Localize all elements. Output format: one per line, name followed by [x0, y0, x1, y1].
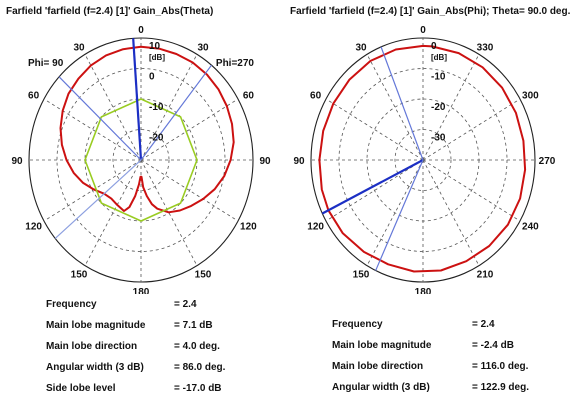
left-info-label: Side lobe level	[46, 383, 116, 394]
left-grid-spoke	[84, 159, 142, 266]
right-grid-spoke	[422, 54, 480, 161]
left-radial-tick: 0	[149, 72, 155, 83]
right-info-value: = 116.0 deg.	[472, 361, 529, 372]
left-info-label: Angular width (3 dB)	[46, 362, 144, 373]
phi-polar-plot: 0 30 60 90 120 150 180 210 240 270 300 330 0 -10 -20 -3…	[293, 25, 556, 294]
right-grid-spoke	[366, 159, 424, 266]
right-info-label: Main lobe direction	[332, 361, 424, 372]
right-marker-beamwidth	[375, 159, 424, 271]
right-grid-spoke	[422, 159, 521, 222]
right-angle-tick: 300	[522, 91, 539, 102]
right-grid-spoke	[366, 54, 424, 161]
right-info-value: = 122.9 deg.	[472, 382, 529, 393]
left-angle-tick: 0	[138, 25, 144, 36]
right-radial-tick: -20	[431, 102, 446, 113]
left-angle-tick: 60	[28, 91, 40, 102]
left-results-panel: Frequency = 2.4 Main lobe magnitude = 7.1 d…	[46, 299, 225, 404]
left-angle-tick: 30	[197, 43, 209, 54]
right-radial-tick: -30	[431, 133, 446, 144]
right-radial-tick: -10	[431, 72, 446, 83]
right-info-row: Main lobe direction = 116.0 deg.	[332, 361, 529, 382]
left-info-row: Side lobe level = -17.0 dB	[46, 383, 225, 404]
left-radial-tick: -10	[149, 102, 164, 113]
left-info-value: = 7.1 dB	[174, 320, 213, 331]
left-series-0-line	[59, 45, 235, 214]
left-marker-beamwidth	[58, 76, 142, 161]
right-grid-spoke	[325, 159, 424, 222]
left-series-1-line	[84, 98, 198, 222]
left-angle-tick: 120	[25, 222, 42, 233]
right-marker-main-lobe	[321, 159, 424, 215]
left-angle-tick: 150	[195, 269, 212, 280]
left-grid-spoke	[43, 98, 142, 161]
right-grid-ring	[394, 129, 452, 191]
right-angle-tick: 240	[522, 222, 539, 233]
right-chart-title: Farfield 'farfield (f=2.4) [1]' Gain_Abs…	[290, 6, 571, 17]
left-info-row: Angular width (3 dB) = 86.0 deg.	[46, 362, 225, 383]
right-angle-tick: 0	[420, 25, 426, 36]
right-angle-tick: 90	[293, 156, 305, 167]
left-info-value: = 86.0 deg.	[174, 362, 226, 373]
right-grid-spoke	[422, 98, 521, 161]
right-info-label: Angular width (3 dB)	[332, 382, 430, 393]
right-angle-tick: 30	[355, 43, 367, 54]
right-angle-tick: 270	[539, 156, 556, 167]
left-angle-tick: 90	[259, 156, 271, 167]
right-info-row: Main lobe magnitude = -2.4 dB	[332, 340, 529, 361]
left-info-row: Main lobe direction = 4.0 deg.	[46, 341, 225, 362]
left-grid-spoke	[140, 159, 239, 222]
right-angle-tick: 180	[415, 287, 432, 294]
right-info-label: Frequency	[332, 319, 383, 330]
left-info-label: Frequency	[46, 299, 97, 310]
left-info-row: Main lobe magnitude = 7.1 dB	[46, 320, 225, 341]
right-angle-tick: 210	[477, 269, 494, 280]
left-info-value: = -17.0 dB	[174, 383, 222, 394]
left-chart-title: Farfield 'farfield (f=2.4) [1]' Gain_Abs…	[6, 6, 214, 17]
left-radial-tick: 10	[149, 41, 161, 52]
right-info-row: Frequency = 2.4	[332, 319, 529, 340]
left-info-value: = 2.4	[174, 299, 197, 310]
right-radial-unit: [dB]	[431, 53, 447, 62]
left-radial-tick: -20	[149, 133, 164, 144]
right-marker-beamwidth	[380, 46, 424, 161]
left-side-label-right: Phi=270	[216, 58, 255, 69]
right-results-panel: Frequency = 2.4 Main lobe magnitude = -2.4 …	[332, 319, 529, 403]
left-grid-ring	[112, 129, 170, 191]
left-angle-tick: 30	[73, 43, 85, 54]
right-radial-tick: 0	[431, 41, 437, 52]
right-info-row: Angular width (3 dB) = 122.9 deg.	[332, 382, 529, 403]
left-angle-tick: 120	[240, 222, 257, 233]
left-marker-sidelobe	[54, 159, 142, 239]
left-angle-tick: 60	[243, 91, 255, 102]
theta-polar-plot: 0 30 60 90 120 150 180 150 120 90 60 30 10 0 -10 -20 [dB…	[11, 25, 271, 294]
left-grid-spoke	[140, 98, 239, 161]
left-grid-spoke	[43, 159, 142, 222]
left-angle-tick: 180	[133, 287, 150, 294]
right-info-value: = 2.4	[472, 319, 495, 330]
left-grid-spoke	[140, 159, 198, 266]
right-angle-tick: 330	[477, 43, 494, 54]
right-angle-tick: 60	[310, 91, 322, 102]
left-grid-spoke	[140, 54, 198, 161]
left-angle-tick: 90	[11, 156, 23, 167]
right-series-0-line	[318, 44, 527, 273]
left-side-label-left: Phi= 90	[28, 58, 64, 69]
right-angle-tick: 120	[307, 222, 324, 233]
left-marker-beamwidth	[140, 64, 212, 161]
left-info-label: Main lobe magnitude	[46, 320, 146, 331]
left-info-label: Main lobe direction	[46, 341, 138, 352]
right-info-label: Main lobe magnitude	[332, 340, 432, 351]
left-marker-main-lobe	[132, 38, 143, 161]
right-grid-spoke	[422, 159, 480, 266]
right-info-value: = -2.4 dB	[472, 340, 514, 351]
left-info-row: Frequency = 2.4	[46, 299, 225, 320]
left-grid-spoke	[84, 54, 142, 161]
right-grid-spoke	[325, 98, 424, 161]
left-angle-tick: 150	[71, 269, 88, 280]
left-info-value: = 4.0 deg.	[174, 341, 220, 352]
right-angle-tick: 150	[353, 269, 370, 280]
left-radial-unit: [dB]	[149, 53, 165, 62]
